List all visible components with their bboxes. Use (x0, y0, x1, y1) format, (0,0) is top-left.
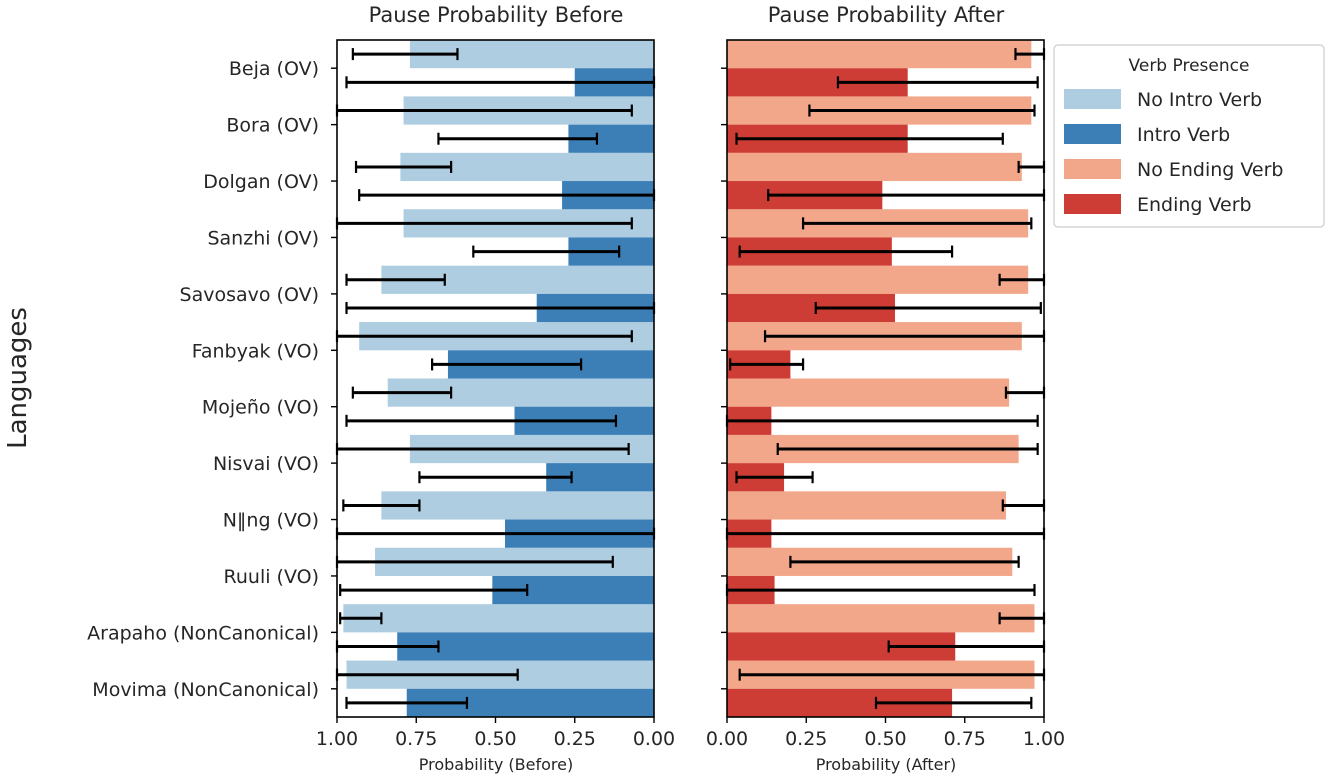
x-tick-label: 0.50 (864, 728, 906, 750)
error-bar-no-ending-verb-3 (801, 217, 1033, 230)
error-bar-no-intro-verb-6 (351, 386, 453, 399)
bar-no-ending-verb-4 (727, 265, 1029, 294)
error-bar-no-intro-verb-2 (354, 160, 453, 173)
legend-swatch (1064, 89, 1121, 109)
bar-no-ending-verb-0 (727, 40, 1032, 69)
error-bar-intro-verb-5 (431, 358, 583, 371)
error-bar-intro-verb-6 (345, 414, 618, 427)
error-bar-no-ending-verb-9 (789, 555, 1020, 568)
error-bar-intro-verb-7 (418, 471, 573, 484)
x-tick-label: 0.75 (395, 728, 437, 750)
legend-swatch (1064, 124, 1121, 144)
bar-intro-verb-10 (397, 632, 654, 661)
x-tick-label: 0.50 (474, 728, 516, 750)
panel-after-y-ticks (721, 67, 727, 690)
error-bar-no-intro-verb-0 (351, 48, 459, 61)
y-category-label: Bora (OV) (226, 115, 319, 137)
y-category-label: Nisvai (VO) (213, 453, 319, 475)
panel-before-title: Pause Probability Before (369, 3, 624, 27)
bar-no-intro-verb-8 (381, 491, 654, 520)
error-bar-ending-verb-1 (735, 132, 1004, 145)
bar-no-intro-verb-10 (343, 604, 654, 633)
panel-before-x-ticks: 1.00 0.75 0.50 0.25 0.00 (316, 717, 675, 750)
legend-swatch (1064, 159, 1121, 179)
error-bar-intro-verb-1 (437, 132, 599, 145)
error-bar-intro-verb-9 (339, 584, 529, 597)
panel-after: Pause Probability After 0.00 0.25 0.50 0.75… (706, 3, 1065, 774)
panel-after-frame (726, 39, 1045, 718)
x-tick-label: 0.00 (633, 728, 675, 750)
y-category-label: Sanzhi (OV) (207, 227, 319, 249)
x-tick-label: 0.25 (785, 728, 827, 750)
y-category-label: Savosavo (OV) (180, 284, 319, 306)
panel-after-title: Pause Probability After (768, 3, 1005, 27)
bar-no-ending-verb-8 (727, 491, 1006, 520)
error-bar-ending-verb-3 (738, 245, 954, 258)
bar-no-ending-verb-10 (727, 604, 1035, 633)
panel-before: Pause Probability Before 1.00 0.75 0.50 0.2… (316, 3, 675, 774)
error-bar-ending-verb-5 (729, 358, 805, 371)
panel-before-error-bars (335, 48, 656, 709)
error-bar-ending-verb-7 (735, 471, 814, 484)
legend-label: Ending Verb (1137, 194, 1252, 216)
y-category-label: Arapaho (NonCanonical) (87, 622, 319, 644)
error-bar-no-intro-verb-10 (339, 612, 383, 625)
legend-title: Verb Presence (1129, 56, 1250, 76)
error-bar-ending-verb-0 (836, 76, 1039, 89)
x-tick-label: 0.00 (706, 728, 748, 750)
y-category-label: Ruuli (VO) (224, 566, 319, 588)
y-category-labels: Beja (OV) Bora (OV) Dolgan (OV) Sanzhi (OV)… (87, 58, 319, 701)
x-tick-label: 0.75 (944, 728, 986, 750)
legend-frame (1053, 44, 1325, 228)
panel-after-xlabel: Probability (After) (816, 755, 957, 774)
x-tick-label: 1.00 (1023, 728, 1065, 750)
error-bar-no-intro-verb-8 (342, 499, 421, 512)
legend-label: No Intro Verb (1137, 89, 1262, 111)
panel-after-x-ticks: 0.00 0.25 0.50 0.75 1.00 (706, 717, 1065, 750)
y-category-label: Mojeño (VO) (202, 397, 319, 419)
panel-before-xlabel: Probability (Before) (419, 755, 573, 774)
legend-swatch (1064, 194, 1121, 214)
x-tick-label: 0.25 (554, 728, 596, 750)
error-bar-ending-verb-4 (814, 301, 1042, 314)
bar-no-ending-verb-2 (727, 152, 1022, 182)
y-category-label: Fanbyak (VO) (192, 340, 319, 362)
error-bar-intro-verb-3 (472, 245, 621, 258)
bar-no-ending-verb-6 (727, 378, 1010, 407)
error-bar-no-ending-verb-7 (776, 443, 1039, 456)
legend-items: No Intro Verb Intro Verb No Ending Verb End… (1064, 89, 1284, 216)
y-axis-label: Languages (3, 307, 33, 449)
error-bar-no-ending-verb-1 (808, 104, 1036, 117)
panel-before-y-ticks (331, 67, 337, 690)
y-category-label: Dolgan (OV) (203, 171, 319, 193)
x-tick-label: 1.00 (316, 728, 358, 750)
error-bar-no-intro-verb-4 (345, 273, 446, 286)
legend-label: Intro Verb (1137, 124, 1230, 146)
y-category-label: Beja (OV) (229, 58, 319, 80)
error-bar-intro-verb-11 (345, 696, 469, 709)
error-bar-ending-verb-11 (874, 696, 1033, 709)
y-category-label: Movima (NonCanonical) (92, 679, 319, 701)
y-category-label: N‖ng (VO) (223, 510, 319, 532)
panel-before-frame (336, 39, 655, 718)
legend-label: No Ending Verb (1137, 159, 1284, 181)
